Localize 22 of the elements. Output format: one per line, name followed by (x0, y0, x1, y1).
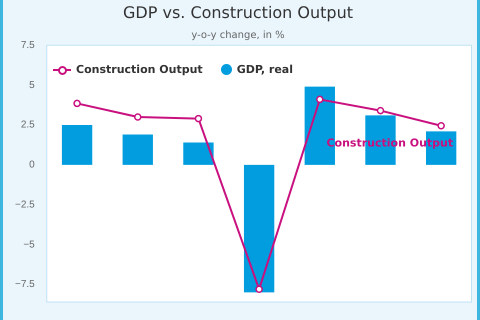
point (437, 122, 445, 130)
y-tick-label: 7.5 (20, 40, 36, 51)
point (376, 106, 384, 114)
point (255, 285, 263, 293)
chart-subtitle: y-o-y change, in % (191, 30, 285, 41)
chart-title: GDP vs. Construction Output (123, 2, 353, 22)
bar (244, 164, 274, 292)
point (316, 96, 324, 104)
legend-label: Construction Output (76, 63, 203, 76)
legend-label: GDP, real (236, 63, 293, 76)
point (194, 114, 202, 122)
y-tick-label: −2.5 (14, 199, 36, 210)
bar (62, 124, 92, 165)
y-tick-label: 0 (29, 160, 36, 171)
y-tick-label: 2.5 (20, 120, 36, 131)
point (134, 113, 142, 121)
point (73, 100, 81, 108)
y-tick-label: −7.5 (14, 279, 36, 290)
bar (122, 134, 153, 165)
y-tick-label: −5 (23, 239, 36, 250)
y-tick-label: 5 (29, 80, 36, 91)
bar (183, 142, 214, 165)
